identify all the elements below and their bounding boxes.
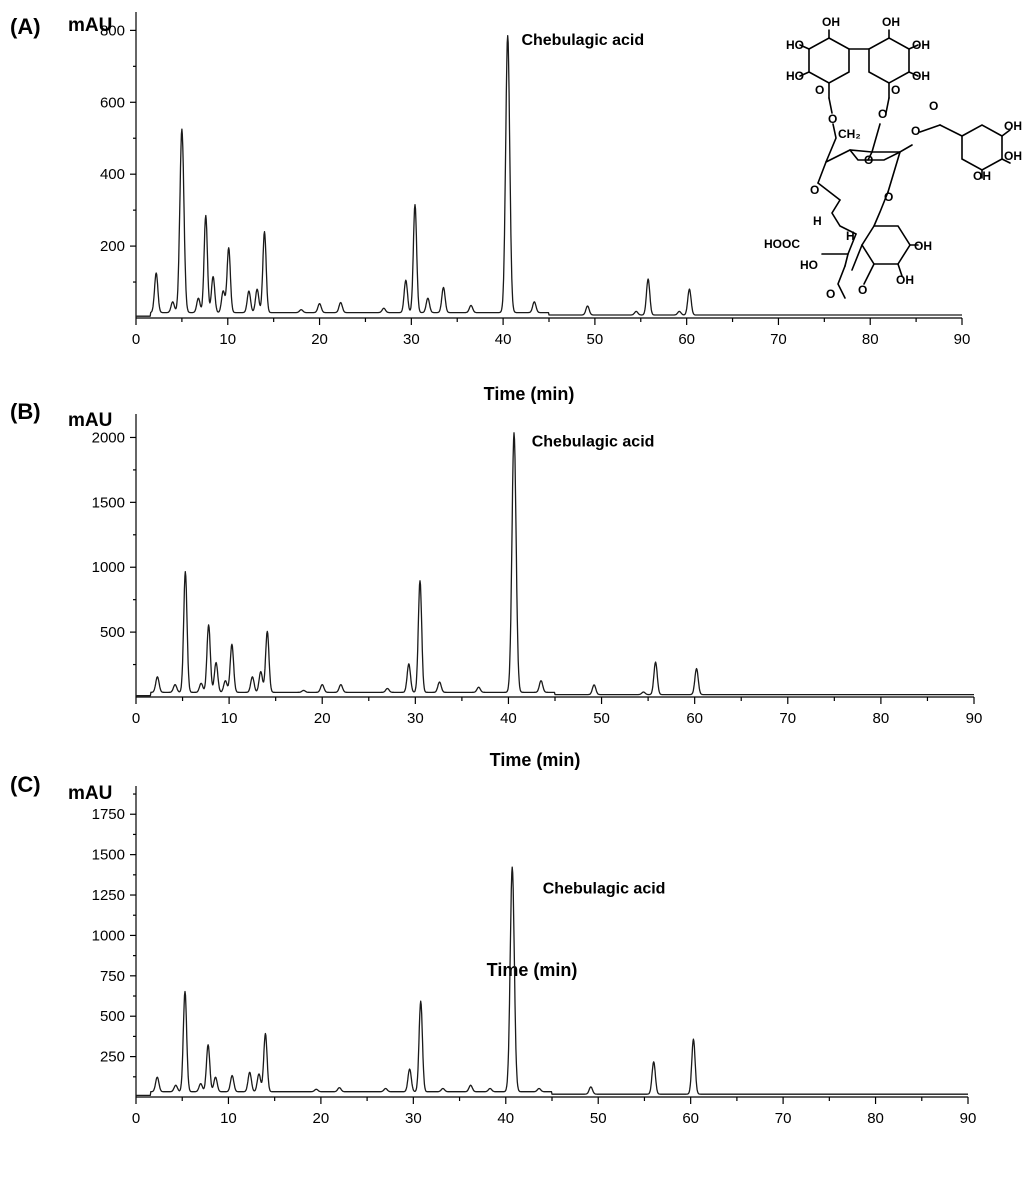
x-tick-label: 20: [314, 710, 331, 727]
x-tick-label: 10: [220, 1110, 237, 1127]
structure-label: HOOC: [764, 237, 800, 251]
structure-label: OH: [882, 15, 900, 29]
x-axis-label: Time (min): [487, 960, 578, 980]
structure-label: O: [828, 112, 837, 126]
x-tick-label: 50: [593, 710, 610, 727]
y-tick-label: 500: [100, 1008, 125, 1025]
chromatogram-trace: [135, 35, 963, 317]
panel-label: (A): [10, 14, 41, 39]
chromatogram-trace: [135, 866, 969, 1097]
y-tick-label: 1750: [92, 806, 125, 823]
structure-label: O: [864, 153, 873, 167]
structure-label: OH: [1004, 119, 1022, 133]
x-tick-label: 20: [311, 331, 328, 348]
structure-label: O: [826, 287, 835, 301]
x-tick-label: 60: [682, 1110, 699, 1127]
structure-label: OH: [896, 273, 914, 287]
x-tick-label: 20: [313, 1110, 330, 1127]
x-tick-label: 10: [221, 710, 238, 727]
structure-label: OH: [973, 169, 991, 183]
structure-label: HO: [786, 69, 804, 83]
y-axis-unit: mAU: [68, 15, 112, 36]
x-tick-label: 40: [500, 710, 517, 727]
x-tick-label: 50: [587, 331, 604, 348]
x-tick-label: 0: [132, 710, 140, 727]
chromatogram-trace: [135, 432, 975, 697]
panel-label: (B): [10, 399, 41, 424]
x-tick-label: 90: [960, 1110, 977, 1127]
x-tick-label: 0: [132, 331, 140, 348]
x-tick-label: 0: [132, 1110, 140, 1127]
structure-label: OH: [912, 38, 930, 52]
y-tick-label: 1500: [92, 494, 125, 511]
x-tick-label: 50: [590, 1110, 607, 1127]
peak-annotation: Chebulagic acid: [543, 880, 666, 897]
y-tick-label: 1500: [92, 847, 125, 864]
peak-annotation: Chebulagic acid: [532, 434, 655, 451]
peak-annotation: Chebulagic acid: [521, 32, 644, 49]
x-tick-label: 90: [966, 710, 983, 727]
x-tick-label: 30: [405, 1110, 422, 1127]
y-tick-label: 1000: [92, 927, 125, 944]
structure-label: O: [891, 83, 900, 97]
x-tick-label: 70: [770, 331, 787, 348]
chromatogram-panel: (A) mAU 200 400 600 800 0 10 20 30 40 50 60 70 80 90 Tim…: [10, 12, 970, 404]
y-tick-label: 250: [100, 1049, 125, 1066]
x-tick-label: 30: [403, 331, 420, 348]
structure-label: O: [884, 190, 893, 204]
structure-label: OH: [822, 15, 840, 29]
chromatogram-panel: (C) mAU 250 500 750 1000 1250 1500 1750 0 10 20 30 40…: [10, 772, 976, 1127]
y-tick-label: 800: [100, 22, 125, 39]
x-axis-label: Time (min): [490, 750, 581, 770]
x-tick-label: 80: [862, 331, 879, 348]
structure-label: OH: [1004, 149, 1022, 163]
x-tick-label: 30: [407, 710, 424, 727]
structure-label: H: [846, 229, 855, 243]
chebulagic-acid-structure: OH OH HO OH HO OH O O O O CH₂ O O OH OH …: [764, 15, 1022, 301]
x-axis-label: Time (min): [484, 384, 575, 404]
structure-label: O: [815, 83, 824, 97]
x-tick-label: 80: [867, 1110, 884, 1127]
structure-label: OH: [912, 69, 930, 83]
x-tick-label: 90: [954, 331, 971, 348]
structure-label: O: [878, 107, 887, 121]
structure-label: HO: [786, 38, 804, 52]
panel-label: (C): [10, 772, 41, 797]
x-tick-label: 40: [495, 331, 512, 348]
structure-label: HO: [800, 258, 818, 272]
x-tick-label: 70: [779, 710, 796, 727]
structure-label: O: [929, 99, 938, 113]
y-tick-label: 200: [100, 238, 125, 255]
y-tick-label: 500: [100, 624, 125, 641]
y-axis-unit: mAU: [68, 783, 112, 804]
structure-label: CH₂: [838, 127, 861, 141]
y-tick-label: 1000: [92, 559, 125, 576]
y-tick-label: 750: [100, 968, 125, 985]
structure-label: O: [911, 124, 920, 138]
structure-label: O: [810, 183, 819, 197]
x-tick-label: 40: [497, 1110, 514, 1127]
x-tick-label: 10: [219, 331, 236, 348]
y-tick-label: 600: [100, 94, 125, 111]
x-tick-label: 70: [775, 1110, 792, 1127]
y-tick-label: 400: [100, 166, 125, 183]
chromatogram-panel: (B) mAU 500 1000 1500 2000 0 10 20 30 40 50 60 70 80 90…: [10, 399, 982, 770]
x-tick-label: 60: [686, 710, 703, 727]
x-tick-label: 60: [678, 331, 695, 348]
structure-label: OH: [914, 239, 932, 253]
y-tick-label: 2000: [92, 429, 125, 446]
y-tick-label: 1250: [92, 887, 125, 904]
structure-label: O: [858, 283, 867, 297]
y-axis-unit: mAU: [68, 410, 112, 431]
x-tick-label: 80: [873, 710, 890, 727]
structure-label: H: [813, 214, 822, 228]
